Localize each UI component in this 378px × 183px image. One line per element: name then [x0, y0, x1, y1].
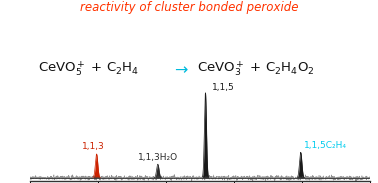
Text: CeVO$_5^+$ + C$_2$H$_4$: CeVO$_5^+$ + C$_2$H$_4$ — [38, 59, 139, 78]
Text: $\rightarrow$: $\rightarrow$ — [171, 61, 188, 76]
Text: 1,1,5C₂H₄: 1,1,5C₂H₄ — [304, 141, 347, 150]
Text: 1,1,5: 1,1,5 — [212, 83, 235, 92]
Text: 1,1,3: 1,1,3 — [82, 142, 105, 152]
Text: 1,1,3H₂O: 1,1,3H₂O — [138, 153, 178, 162]
Text: CeVO$_3^+$ + C$_2$H$_4$O$_2$: CeVO$_3^+$ + C$_2$H$_4$O$_2$ — [197, 59, 314, 78]
Text: reactivity of cluster bonded peroxide: reactivity of cluster bonded peroxide — [80, 1, 298, 14]
